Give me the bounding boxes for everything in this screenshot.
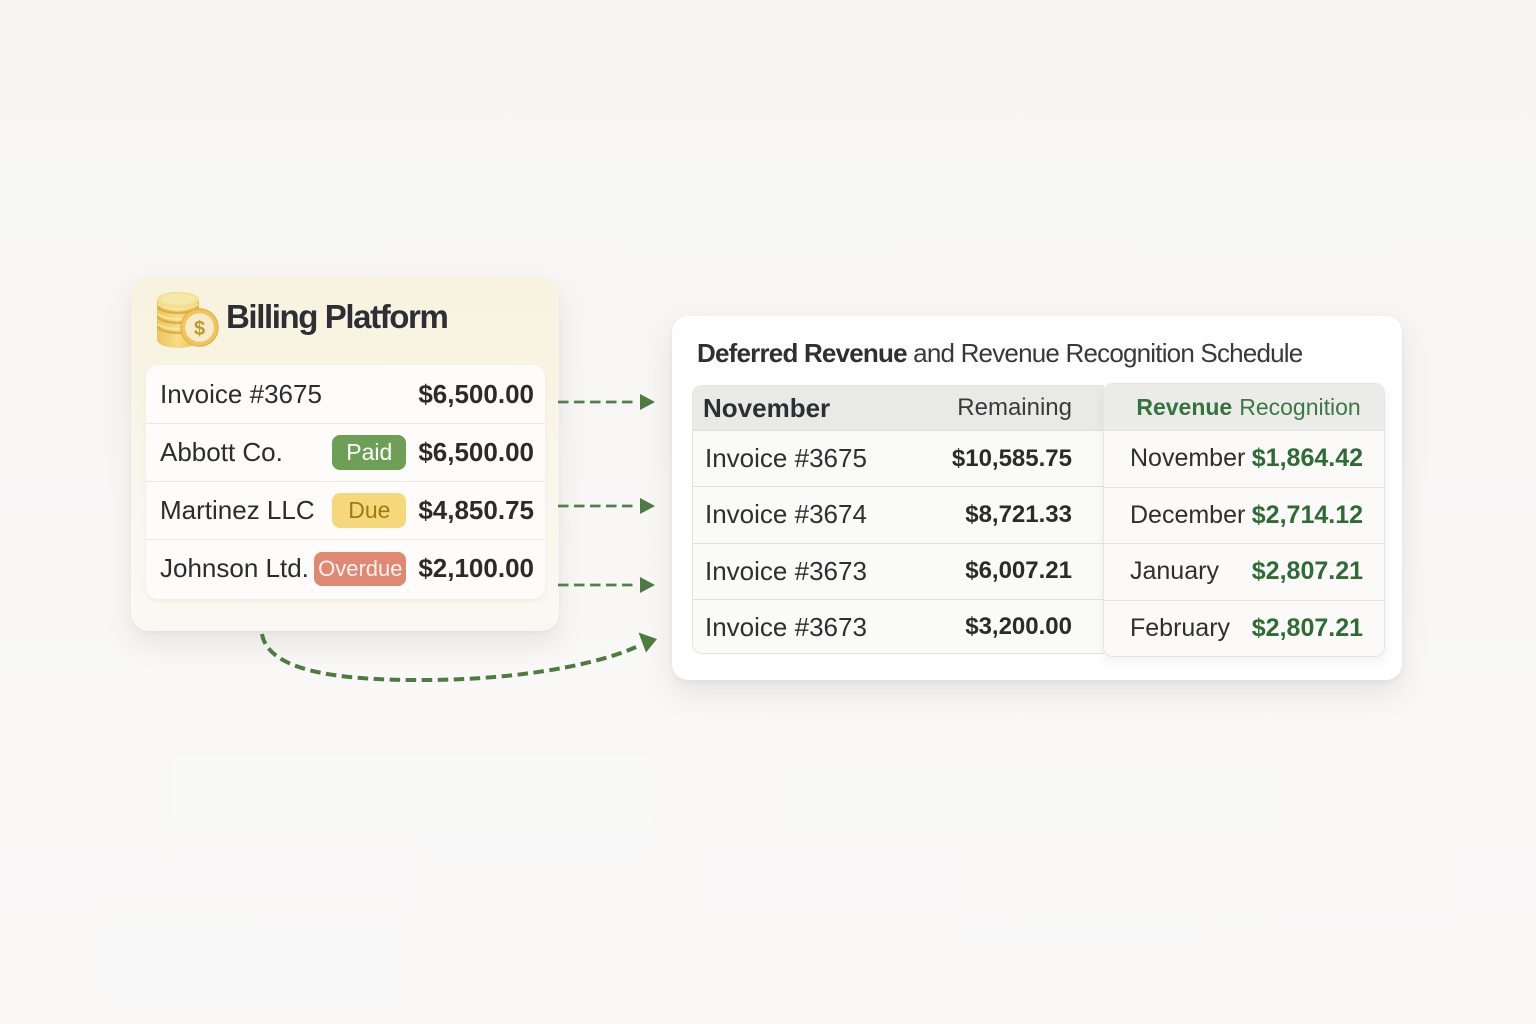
svg-text:$: $ (194, 318, 205, 340)
